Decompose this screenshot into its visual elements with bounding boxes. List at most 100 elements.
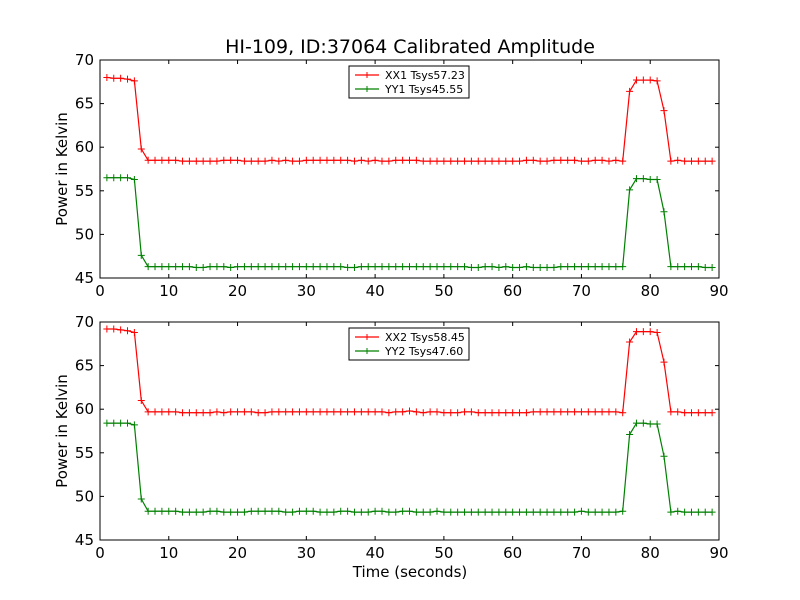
data-point-1-1-53 [467, 508, 475, 516]
data-point-0-0-30 [309, 156, 317, 164]
data-point-1-1-4 [130, 421, 138, 429]
data-point-1-0-78 [639, 328, 647, 336]
data-point-1-1-49 [440, 508, 448, 516]
data-point-0-0-10 [172, 156, 180, 164]
data-point-0-1-4 [130, 175, 138, 183]
data-point-0-0-18 [227, 156, 235, 164]
data-point-0-0-9 [165, 156, 173, 164]
data-point-1-0-50 [447, 409, 455, 417]
data-point-0-0-3 [124, 75, 132, 83]
data-point-1-0-37 [357, 408, 365, 416]
data-point-1-1-2 [117, 419, 125, 427]
data-point-0-0-55 [481, 157, 489, 165]
data-point-1-1-72 [598, 508, 606, 516]
data-point-1-0-82 [667, 408, 675, 416]
data-point-0-0-6 [144, 156, 152, 164]
data-point-1-1-80 [653, 420, 661, 428]
data-point-0-1-34 [337, 263, 345, 271]
chart-title: HI-109, ID:37064 Calibrated Amplitude [225, 36, 595, 58]
x-tick-label-1-9: 90 [709, 544, 728, 562]
data-point-1-0-85 [687, 409, 695, 417]
data-point-0-1-3 [124, 174, 132, 182]
data-point-1-1-20 [240, 508, 248, 516]
data-point-1-0-65 [550, 408, 558, 416]
data-point-1-0-30 [309, 408, 317, 416]
data-point-1-1-15 [206, 507, 214, 515]
data-point-1-1-67 [564, 508, 572, 516]
data-point-0-1-84 [681, 263, 689, 271]
data-point-1-0-72 [598, 408, 606, 416]
top-panel: 0 10 20 30 40 50 60 70 80 90 45 50 55 60 65 70 Power in … [53, 51, 729, 300]
data-point-0-0-74 [612, 156, 620, 164]
data-point-1-1-86 [694, 508, 702, 516]
x-tick-label-0-6: 60 [503, 282, 522, 300]
data-point-1-0-49 [440, 409, 448, 417]
data-point-0-0-80 [653, 77, 661, 85]
data-point-1-1-74 [612, 508, 620, 516]
data-point-0-0-76 [626, 87, 634, 95]
data-point-0-0-77 [632, 76, 640, 84]
data-point-1-1-57 [495, 508, 503, 516]
data-point-1-0-44 [406, 407, 413, 415]
data-point-1-1-7 [151, 507, 159, 515]
data-point-1-0-81 [660, 358, 668, 366]
data-point-0-1-64 [543, 264, 551, 272]
data-point-1-1-11 [179, 508, 187, 516]
data-point-0-0-5 [137, 145, 145, 153]
data-point-1-0-62 [529, 408, 537, 416]
data-point-1-1-54 [474, 508, 482, 516]
data-point-1-0-24 [268, 408, 276, 416]
data-point-0-1-62 [529, 264, 537, 272]
data-point-0-1-47 [426, 263, 434, 271]
series-line-0-1 [106, 177, 713, 269]
data-point-1-0-59 [509, 409, 517, 417]
data-point-0-1-72 [598, 263, 606, 271]
data-point-1-1-5 [137, 495, 145, 503]
data-point-1-1-76 [626, 430, 634, 438]
data-point-1-0-55 [481, 409, 489, 417]
data-point-1-0-25 [275, 408, 283, 416]
data-point-0-0-40 [378, 157, 386, 165]
data-point-0-1-80 [653, 175, 661, 183]
data-point-0-1-45 [412, 263, 420, 271]
data-point-1-1-70 [584, 508, 592, 516]
data-point-1-0-5 [137, 396, 145, 404]
data-point-1-1-58 [502, 508, 510, 516]
data-point-0-1-83 [674, 263, 682, 271]
data-point-1-0-36 [350, 408, 358, 416]
data-point-1-0-56 [488, 409, 496, 417]
y-tick-label-1-1: 50 [75, 487, 94, 505]
y-tick-label-0-1: 50 [75, 225, 94, 243]
data-point-0-1-13 [192, 264, 200, 272]
data-point-1-0-77 [632, 328, 640, 336]
legend-label-0-1: YY1 Tsys45.55 [384, 83, 463, 96]
data-point-1-0-28 [295, 408, 303, 416]
data-point-0-1-9 [165, 263, 173, 271]
data-point-0-1-63 [536, 264, 544, 272]
data-point-0-0-25 [275, 157, 283, 165]
data-point-0-1-70 [584, 263, 592, 271]
data-point-0-1-19 [234, 263, 242, 271]
data-point-0-0-50 [447, 157, 455, 165]
x-tick-label-1-3: 30 [297, 544, 316, 562]
data-point-0-1-76 [626, 186, 634, 194]
data-point-1-0-83 [674, 408, 682, 416]
data-point-1-1-8 [158, 507, 166, 515]
data-point-1-1-10 [172, 507, 180, 515]
data-point-1-0-8 [158, 408, 166, 416]
data-point-0-1-36 [350, 264, 358, 272]
y-tick-label-1-3: 60 [75, 400, 94, 418]
data-point-1-1-56 [488, 508, 496, 516]
data-point-0-1-7 [151, 263, 159, 271]
data-point-1-0-11 [179, 409, 187, 417]
data-point-1-0-14 [199, 409, 207, 417]
data-point-0-0-37 [357, 156, 365, 164]
data-point-0-1-49 [440, 263, 448, 271]
data-point-1-1-78 [639, 419, 647, 427]
data-point-1-1-33 [330, 508, 338, 516]
data-point-1-0-39 [371, 408, 379, 416]
data-point-0-0-61 [522, 156, 530, 164]
data-point-0-0-15 [206, 157, 214, 165]
data-point-1-0-23 [261, 409, 269, 417]
data-point-1-1-69 [577, 507, 585, 515]
